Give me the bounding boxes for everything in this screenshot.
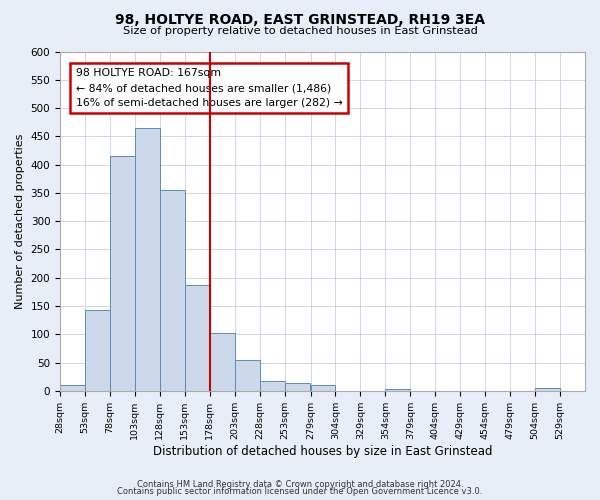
Bar [85, 310, 110, 391]
Text: 98, HOLTYE ROAD, EAST GRINSTEAD, RH19 3EA: 98, HOLTYE ROAD, EAST GRINSTEAD, RH19 3E… [115, 12, 485, 26]
Bar [110, 156, 135, 391]
Text: Contains HM Land Registry data © Crown copyright and database right 2024.: Contains HM Land Registry data © Crown c… [137, 480, 463, 489]
Text: Size of property relative to detached houses in East Grinstead: Size of property relative to detached ho… [122, 26, 478, 36]
Y-axis label: Number of detached properties: Number of detached properties [15, 134, 25, 309]
X-axis label: Distribution of detached houses by size in East Grinstead: Distribution of detached houses by size … [153, 444, 492, 458]
Bar [60, 385, 85, 391]
Bar [284, 384, 310, 391]
Text: Contains public sector information licensed under the Open Government Licence v3: Contains public sector information licen… [118, 488, 482, 496]
Bar [311, 385, 335, 391]
Bar [260, 380, 284, 391]
Text: 98 HOLTYE ROAD: 167sqm
← 84% of detached houses are smaller (1,486)
16% of semi-: 98 HOLTYE ROAD: 167sqm ← 84% of detached… [76, 68, 343, 108]
Bar [160, 190, 185, 391]
Bar [235, 360, 260, 391]
Bar [385, 389, 410, 391]
Bar [185, 284, 210, 391]
Bar [535, 388, 560, 391]
Bar [210, 332, 235, 391]
Bar [135, 128, 160, 391]
